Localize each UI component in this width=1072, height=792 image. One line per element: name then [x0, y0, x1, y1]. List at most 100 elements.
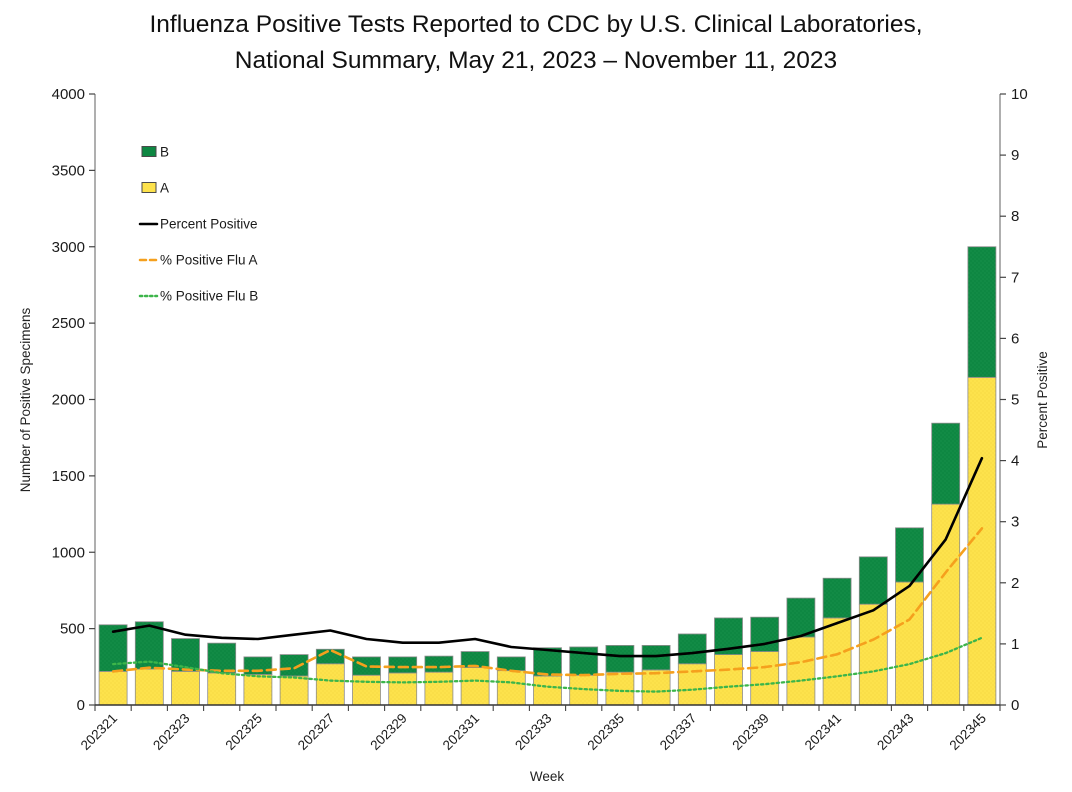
left-axis-title: Number of Positive Specimens: [18, 307, 33, 492]
legend-label: B: [160, 145, 169, 160]
bar-segment-flu-b: [931, 422, 961, 505]
bar-segment-flu-b: [641, 645, 671, 671]
bar-segment-flu-a: [352, 674, 381, 706]
bar-segment-flu-a: [98, 670, 128, 706]
percent-flu-b-line-layer: [111, 636, 984, 693]
x-axis-tick-label: 202337: [657, 711, 699, 753]
chart-title-line1: Influenza Positive Tests Reported to CDC…: [149, 11, 922, 38]
bar-segment-flu-a: [279, 675, 309, 706]
chart-title-line2: National Summary, May 21, 2023 – Novembe…: [235, 47, 837, 74]
bar-segment-flu-b: [279, 654, 309, 677]
bar-segment-flu-b: [605, 645, 635, 673]
bar-segment-flu-b: [207, 642, 237, 674]
left-axis-tick-label: 3000: [52, 239, 85, 256]
bar-segment-flu-a: [931, 503, 961, 706]
bar-segment-flu-a: [243, 674, 273, 706]
left-axis-tick-label: 2500: [52, 315, 85, 332]
bar-segment-flu-b: [460, 651, 490, 668]
right-axis-tick-label: 6: [1011, 330, 1019, 347]
left-axis-tick-label: 0: [77, 697, 85, 714]
x-axis-tick-label: 202343: [874, 711, 916, 753]
x-axis-tick-label: 202327: [295, 711, 337, 753]
x-axis-tick-label: 202331: [440, 711, 482, 753]
legend-item: B: [141, 145, 169, 160]
bar-segment-flu-b: [315, 648, 345, 665]
right-axis-tick-label: 0: [1011, 697, 1019, 714]
bar-segment-flu-b: [858, 556, 888, 605]
bar-segment-flu-b: [243, 656, 273, 675]
bar-segment-flu-a: [750, 651, 780, 706]
legend-swatch-b: [141, 146, 157, 157]
legend-item: A: [141, 181, 169, 196]
right-axis-title: Percent Positive: [1035, 351, 1050, 449]
bar-segment-flu-b: [822, 577, 852, 619]
left-axis-tick-label: 2000: [52, 392, 85, 409]
bar-segment-flu-b: [786, 597, 816, 638]
x-axis-tick-label: 202333: [512, 711, 554, 753]
bar-segment-flu-b: [171, 638, 200, 672]
bar-segment-flu-a: [895, 581, 924, 706]
x-axis-tick-label: 202323: [150, 711, 192, 753]
bar-segment-flu-a: [605, 671, 635, 706]
right-axis-tick-label: 5: [1011, 392, 1019, 409]
bar-segment-flu-a: [460, 667, 490, 706]
bar-segment-flu-a: [388, 672, 418, 706]
left-axis-tick-label: 4000: [52, 86, 85, 103]
legend-swatch-a: [141, 182, 157, 193]
bar-segment-flu-a: [207, 672, 237, 706]
x-axis-tick-label: 202325: [223, 711, 265, 753]
bar-segment-flu-b: [967, 246, 997, 378]
x-axis-tick-label: 202321: [78, 711, 120, 753]
bar-segment-flu-b: [533, 647, 562, 677]
right-axis-tick-label: 1: [1011, 636, 1019, 653]
x-axis-title: Week: [530, 769, 565, 784]
right-axis-tick-label: 10: [1011, 86, 1028, 103]
legend-item: % Positive Flu A: [138, 253, 258, 268]
left-axis-tick-label: 1500: [52, 468, 85, 485]
percent-positive-line: [111, 456, 984, 658]
bar-segment-flu-a: [822, 617, 852, 706]
legend-label: A: [160, 181, 169, 196]
bar-segment-flu-b: [424, 655, 454, 673]
chart-generated-layers: 0 500 1000 1500 2000 2500 3000 3500 4000 0 1 2 3 4 5 6 7…: [52, 86, 1028, 753]
right-axis-tick-label: 2: [1011, 575, 1019, 592]
left-axis-tick-label: 1000: [52, 544, 85, 561]
x-axis-tick-label: 202335: [585, 711, 627, 753]
x-axis-tick-label: 202345: [947, 711, 989, 753]
bar-segment-flu-a: [171, 670, 200, 706]
bar-segment-flu-a: [786, 636, 816, 706]
bar-segment-flu-a: [134, 668, 164, 706]
right-axis-tick-label: 9: [1011, 147, 1019, 164]
bar-segment-flu-b: [677, 633, 707, 665]
bar-segment-flu-a: [858, 603, 888, 706]
bar-segment-flu-a: [641, 669, 671, 706]
bar-segment-flu-a: [677, 663, 707, 706]
bars-layer: [98, 246, 997, 706]
right-axis-tick-label: 8: [1011, 208, 1019, 225]
legend-item: Percent Positive: [138, 217, 258, 232]
bar-segment-flu-a: [315, 663, 345, 706]
chart-legend: B A Percent Positive % Positive Flu A % Posi…: [138, 145, 258, 304]
legend-label: % Positive Flu B: [160, 289, 258, 304]
percent-positive-line-layer: [111, 456, 984, 658]
percent-flu-a-line-layer: [111, 527, 984, 677]
left-axis-tick-label: 500: [60, 621, 85, 638]
percent-flu-a-line: [111, 527, 984, 677]
legend-label: % Positive Flu A: [160, 253, 258, 268]
right-axis-tick-label: 7: [1011, 269, 1019, 286]
right-axis-tick-label: 3: [1011, 514, 1019, 531]
x-axis-tick-label: 202339: [729, 711, 771, 753]
left-axis-tick-label: 3500: [52, 162, 85, 179]
x-axis-tick-label: 202341: [802, 711, 844, 753]
bar-segment-flu-b: [388, 656, 418, 674]
legend-label: Percent Positive: [160, 217, 258, 232]
x-axis-tick-label: 202329: [367, 711, 409, 753]
bar-segment-flu-a: [496, 670, 526, 706]
right-axis-tick-label: 4: [1011, 453, 1019, 470]
percent-flu-b-line: [111, 636, 984, 693]
bar-segment-flu-a: [714, 654, 743, 706]
bar-segment-flu-a: [569, 674, 599, 706]
bar-segment-flu-a: [533, 675, 562, 706]
